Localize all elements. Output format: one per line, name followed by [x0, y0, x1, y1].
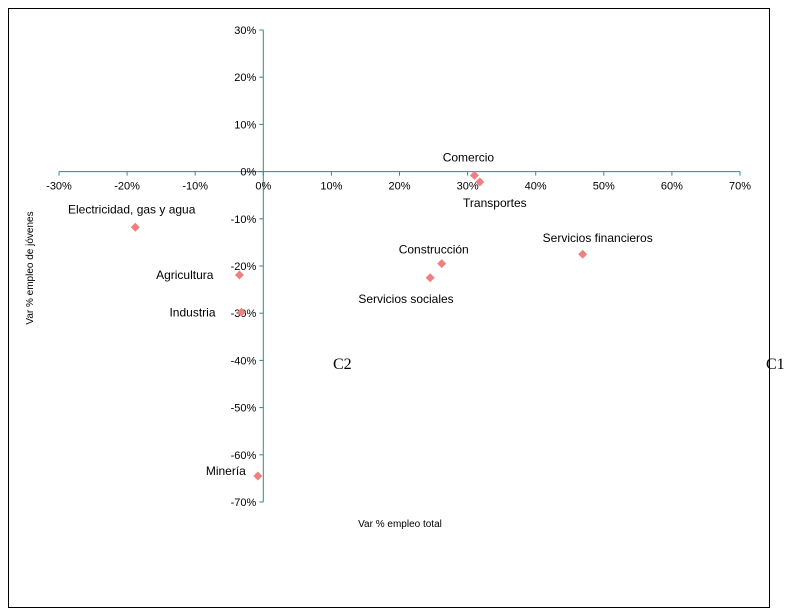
y-tick-label: 0% [240, 167, 256, 179]
data-point [234, 270, 244, 280]
point-label: Agricultura [156, 268, 214, 282]
x-ticks: -30% -20% -10% 0% 10% 20% 30% 40% 50% 60% 70% [46, 171, 751, 193]
x-tick-label: -10% [182, 181, 208, 193]
x-axis-title: Var % empleo total [358, 519, 442, 530]
point-label: Minería [206, 464, 246, 478]
point-label: Construcción [399, 243, 469, 257]
x-tick-label: 0% [255, 181, 271, 193]
x-tick-label: 20% [388, 181, 410, 193]
y-tick-label: -60% [231, 450, 257, 462]
point-label: Servicios financieros [543, 231, 653, 245]
data-points [130, 170, 588, 481]
point-label: Comercio [443, 150, 495, 164]
scatter-chart: -30% -20% -10% 0% 10% 20% 30% 40% 50% 60% 70% 30% 2… [25, 25, 785, 530]
x-tick-label: 30% [457, 181, 479, 193]
point-labels: Comercio Transportes Electricidad, gas y a… [68, 150, 653, 478]
data-point [469, 170, 479, 180]
y-tick-label: -50% [231, 403, 257, 415]
annotation-c2: C2 [333, 356, 352, 373]
data-point [475, 177, 485, 187]
y-tick-label: -20% [231, 261, 257, 273]
point-label: Transportes [463, 196, 527, 210]
data-point [130, 222, 140, 232]
y-ticks: 30%20%10%0%-10%-20%-30%-40%-50%-60%-70% [231, 25, 264, 509]
x-tick-label: 60% [661, 181, 683, 193]
axes [59, 30, 740, 502]
data-point [578, 249, 588, 259]
data-point [437, 259, 447, 269]
point-label: Electricidad, gas y agua [68, 202, 196, 216]
annotation-c1: C1 [766, 356, 785, 373]
data-point [237, 307, 247, 317]
y-tick-label: -70% [231, 497, 257, 509]
y-tick-label: 30% [234, 25, 256, 37]
y-tick-label: -10% [231, 214, 257, 226]
data-point [253, 471, 263, 481]
y-tick-label: 10% [234, 119, 256, 131]
x-tick-label: 40% [525, 181, 547, 193]
x-tick-label: -20% [114, 181, 140, 193]
point-label: Industria [169, 305, 215, 319]
x-tick-label: 70% [729, 181, 751, 193]
x-tick-label: 10% [320, 181, 342, 193]
data-point [425, 273, 435, 283]
y-axis-title: Var % empleo de jóvenes [25, 211, 36, 324]
x-tick-label: -30% [46, 181, 72, 193]
x-tick-label: 50% [593, 181, 615, 193]
point-label: Servicios sociales [358, 292, 453, 306]
y-tick-label: 20% [234, 72, 256, 84]
y-tick-label: -40% [231, 355, 257, 367]
